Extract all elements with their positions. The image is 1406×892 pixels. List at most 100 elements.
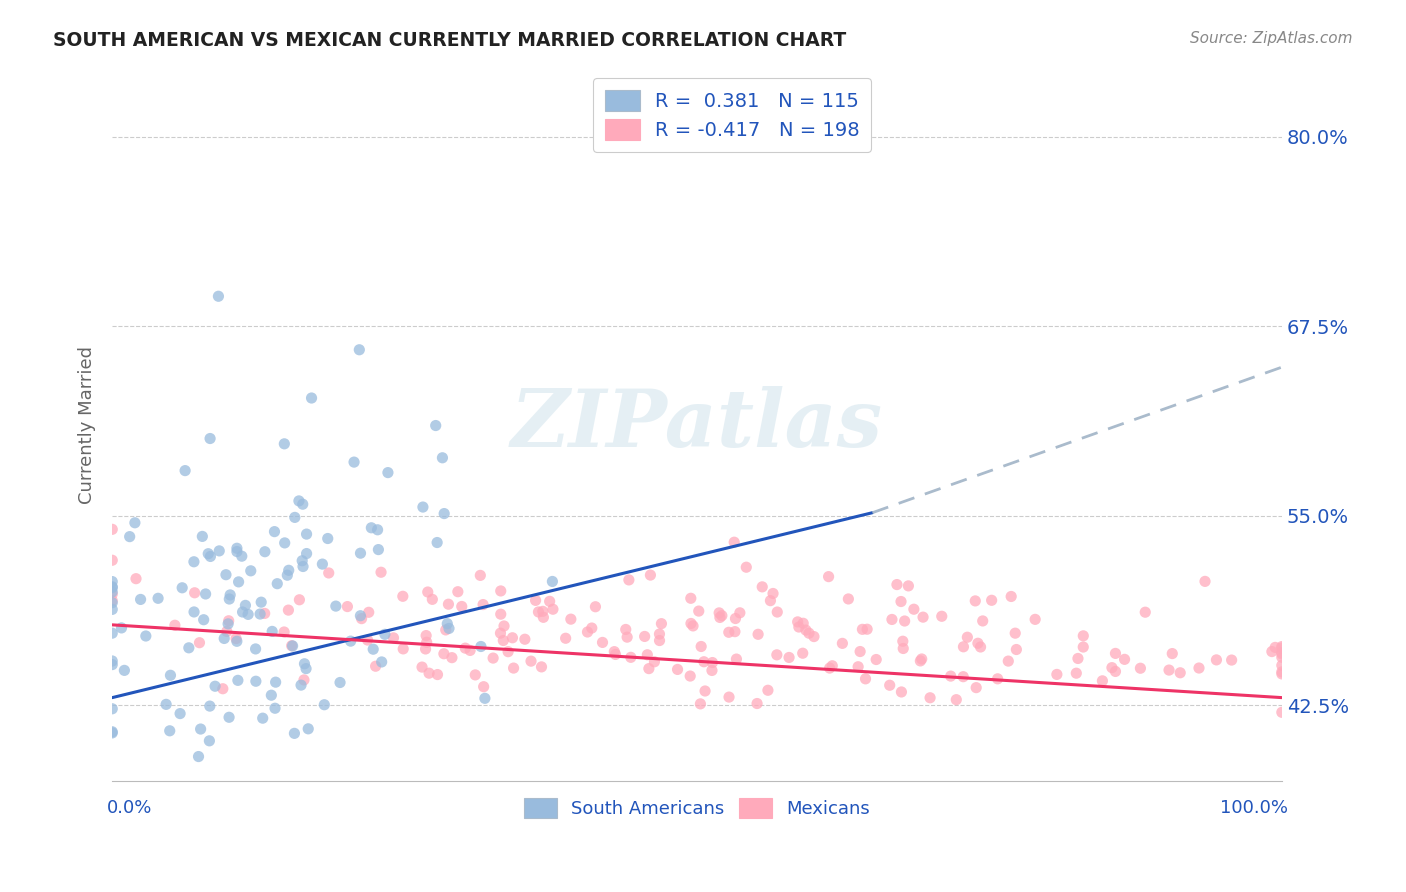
Point (710, 608, 733, 623)
Point (725, 652, 748, 666)
Point (666, 662, 689, 676)
Text: Source: ZipAtlas.com: Source: ZipAtlas.com (1189, 31, 1353, 46)
Point (218, 710, 240, 724)
Point (292, 559, 315, 574)
Point (434, 623, 457, 637)
Point (724, 611, 747, 625)
Point (1271, 706, 1294, 720)
Point (311, 557, 333, 571)
Point (218, 614, 240, 628)
Point (707, 606, 730, 620)
Point (194, 587, 217, 601)
Point (336, 599, 359, 614)
Point (208, 544, 231, 558)
Point (262, 624, 284, 639)
Point (101, 654, 124, 668)
Point (897, 579, 920, 593)
Point (650, 616, 672, 631)
Point (433, 507, 456, 521)
Point (581, 621, 603, 635)
Point (531, 610, 554, 624)
Point (432, 450, 454, 465)
Text: 100.0%: 100.0% (1219, 799, 1288, 817)
Point (470, 640, 492, 654)
Point (620, 650, 643, 665)
Point (794, 623, 817, 637)
Point (786, 615, 808, 629)
Point (297, 722, 319, 736)
Point (648, 633, 671, 648)
Point (803, 630, 825, 644)
Point (778, 650, 800, 665)
Point (292, 673, 315, 687)
Point (1091, 673, 1114, 688)
Point (693, 655, 716, 669)
Point (343, 455, 366, 469)
Point (640, 568, 662, 582)
Point (1129, 661, 1152, 675)
Point (294, 657, 316, 671)
Point (489, 583, 512, 598)
Point (212, 632, 235, 646)
Point (360, 521, 382, 535)
Point (709, 610, 731, 624)
Point (245, 674, 267, 689)
Point (377, 466, 399, 480)
Point (891, 634, 914, 648)
Point (361, 642, 384, 657)
Point (264, 701, 287, 715)
Point (264, 675, 287, 690)
Point (447, 584, 470, 599)
Point (295, 547, 318, 561)
Point (301, 391, 323, 405)
Point (688, 604, 710, 618)
Point (198, 734, 221, 748)
Point (101, 596, 124, 610)
Point (1271, 640, 1294, 654)
Point (155, 698, 177, 712)
Point (318, 566, 340, 580)
Point (849, 644, 872, 658)
Point (821, 658, 844, 673)
Point (1101, 660, 1123, 674)
Point (349, 546, 371, 560)
Point (129, 592, 152, 607)
Point (231, 549, 253, 564)
Point (146, 591, 169, 606)
Point (118, 530, 141, 544)
Point (614, 623, 637, 637)
Point (280, 639, 302, 653)
Point (458, 643, 481, 657)
Point (426, 535, 449, 549)
Point (325, 599, 347, 613)
Point (1194, 574, 1216, 589)
Point (291, 554, 314, 568)
Point (700, 664, 723, 678)
Point (101, 581, 124, 595)
Point (252, 711, 274, 725)
Point (273, 625, 295, 640)
Point (724, 624, 747, 639)
Point (200, 549, 222, 564)
Point (415, 629, 437, 643)
Point (1104, 665, 1126, 679)
Point (101, 580, 124, 594)
Point (101, 585, 124, 599)
Point (349, 608, 371, 623)
Point (967, 636, 990, 650)
Point (411, 660, 433, 674)
Point (603, 645, 626, 659)
Point (524, 593, 547, 607)
Point (879, 678, 901, 692)
Point (101, 818, 124, 832)
Point (392, 641, 415, 656)
Point (433, 647, 456, 661)
Point (454, 641, 477, 656)
Point (211, 681, 233, 696)
Point (636, 648, 658, 662)
Point (1264, 640, 1286, 655)
Point (1168, 665, 1191, 680)
Point (679, 616, 702, 631)
Point (689, 697, 711, 711)
Point (643, 655, 665, 669)
